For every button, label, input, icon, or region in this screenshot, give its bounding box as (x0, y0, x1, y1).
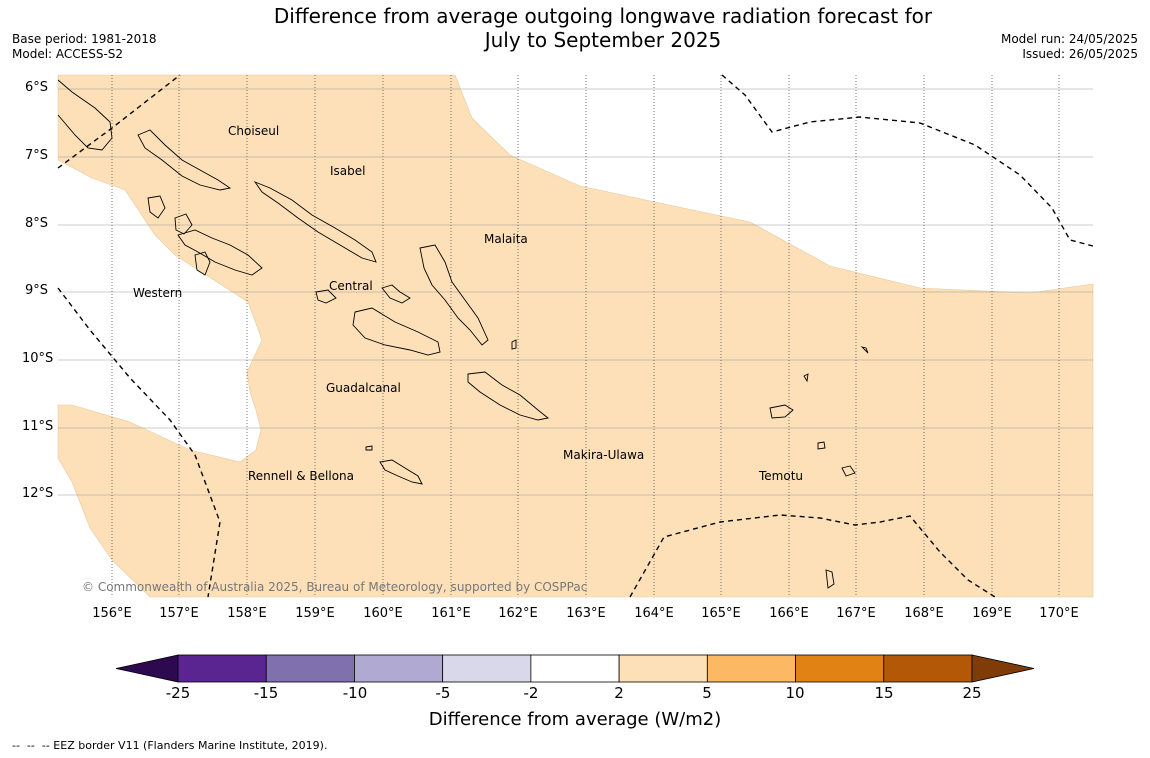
province-label-malaita: Malaita (484, 232, 528, 246)
colorbar-label-3: -5 (435, 684, 451, 702)
province-label-western: Western (133, 286, 183, 300)
colorbar-label-9: 25 (962, 684, 982, 702)
island-malaita (419, 244, 489, 346)
island-new-georgia (177, 229, 263, 276)
latitude-gridlines (58, 88, 1093, 496)
colorbar-label-6: 5 (702, 684, 712, 702)
island-utupua (817, 441, 826, 450)
lat-label-10s: 10°S (22, 351, 54, 366)
province-label-central: Central (329, 279, 373, 293)
province-label-temotu: Temotu (759, 469, 804, 483)
colorbar-label-2: -10 (342, 684, 368, 702)
province-label-makira-ulawa: Makira-Ulawa (563, 448, 645, 462)
title-line-2: July to September 2025 (484, 28, 722, 52)
island-santa-isabel (253, 181, 377, 263)
eez-borders (57, 74, 1094, 598)
lon-label-156e: 156°E (92, 606, 132, 621)
island-florida-islands (315, 289, 337, 304)
island-tikopia (825, 569, 835, 589)
island-vanikoro (841, 465, 856, 477)
lat-label-11s: 11°S (22, 419, 54, 434)
colorbar-label-5: 2 (614, 684, 624, 702)
island-rennell (379, 459, 423, 485)
lat-label-8s: 8°S (24, 216, 48, 231)
model-run: Model run: 24/05/2025 (1000, 32, 1138, 46)
colorbar-label-1: -15 (253, 684, 279, 702)
longitude-gridlines (111, 75, 1060, 597)
province-label-rennell-bellona: Rennell & Bellona (248, 469, 355, 483)
province-label-isabel: Isabel (330, 164, 366, 178)
island-bougainville (57, 79, 113, 151)
lon-label-165e: 165°E (701, 606, 741, 621)
issued-date: Issued: 26/05/2025 (1022, 47, 1138, 61)
lon-label-158e: 158°E (227, 606, 267, 621)
colorbar-label-4: -2 (523, 684, 539, 702)
lon-label-163e: 163°E (566, 606, 606, 621)
lon-label-169e: 169°E (972, 606, 1012, 621)
lon-label-164e: 164°E (634, 606, 674, 621)
lat-label-9s: 9°S (24, 283, 48, 298)
island-coastlines (57, 79, 869, 589)
island-reef-islands (860, 346, 869, 354)
lon-label-162e: 162°E (498, 606, 538, 621)
island-bellona (365, 445, 373, 451)
island-makira (467, 371, 550, 421)
colorbar-label-0: -25 (165, 684, 191, 702)
island-santa-cruz (769, 404, 794, 419)
colorbar-label-7: 10 (785, 684, 805, 702)
chart-title: Difference from average outgoing longwav… (0, 4, 1150, 52)
base-period: Base period: 1981-2018 (12, 32, 157, 46)
lat-label-6s: 6°S (24, 80, 48, 95)
anomaly-fill-region (57, 74, 1094, 598)
province-label-choiseul: Choiseul (228, 124, 280, 138)
copyright-notice: © Commonwealth of Australia 2025, Bureau… (82, 580, 588, 594)
lon-label-160e: 160°E (363, 606, 403, 621)
lon-label-167e: 167°E (836, 606, 876, 621)
colorbar-title: Difference from average (W/m2) (428, 709, 722, 730)
meta-left: Base period: 1981-2018 Model: ACCESS-S2 (12, 32, 157, 62)
meta-right: Model run: 24/05/2025 Issued: 26/05/2025 (1001, 32, 1138, 62)
eez-legend-note: -- -- -- EEZ border V11 (Flanders Marine… (12, 739, 328, 752)
island-guadalcanal (352, 307, 441, 356)
province-label-guadalcanal: Guadalcanal (326, 381, 401, 395)
lon-label-157e: 157°E (159, 606, 199, 621)
island-vella-lavella (147, 195, 166, 219)
island-rendova (194, 251, 211, 276)
title-line-1: Difference from average outgoing longwav… (273, 4, 933, 28)
island-kolombangara (174, 213, 193, 235)
island-choiseul (137, 129, 232, 191)
island-ulawa (511, 339, 517, 350)
island-duff (803, 373, 809, 383)
colorbar-label-8: 15 (874, 684, 894, 702)
lon-label-168e: 168°E (904, 606, 944, 621)
island-russell-islands (381, 284, 411, 304)
lat-label-12s: 12°S (22, 486, 54, 501)
lon-label-161e: 161°E (431, 606, 471, 621)
lat-label-7s: 7°S (24, 148, 48, 163)
lon-label-170e: 170°E (1039, 606, 1079, 621)
lon-label-166e: 166°E (769, 606, 809, 621)
model-name: Model: ACCESS-S2 (12, 47, 124, 61)
lon-label-159e: 159°E (295, 606, 335, 621)
